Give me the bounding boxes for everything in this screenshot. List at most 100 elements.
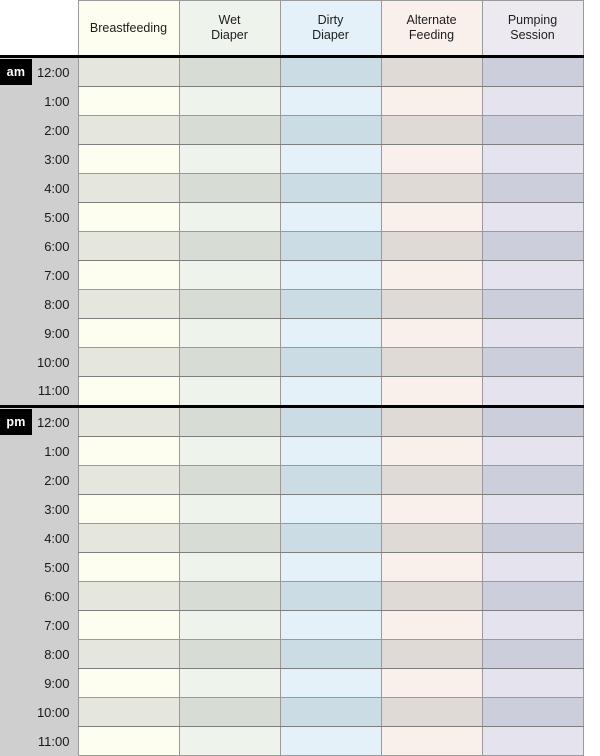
log-cell-dirty_diaper[interactable] bbox=[279, 231, 382, 261]
log-cell-breastfeeding[interactable] bbox=[77, 202, 180, 232]
log-cell-dirty_diaper[interactable] bbox=[279, 697, 382, 727]
log-cell-alternate_feeding[interactable] bbox=[380, 697, 483, 727]
log-cell-breastfeeding[interactable] bbox=[77, 494, 180, 524]
log-cell-breastfeeding[interactable] bbox=[77, 436, 180, 466]
log-cell-alternate_feeding[interactable] bbox=[380, 115, 483, 145]
log-cell-alternate_feeding[interactable] bbox=[380, 523, 483, 553]
log-cell-wet_diaper[interactable] bbox=[178, 465, 281, 495]
log-cell-alternate_feeding[interactable] bbox=[380, 144, 483, 174]
log-cell-breastfeeding[interactable] bbox=[77, 376, 180, 407]
log-cell-breastfeeding[interactable] bbox=[77, 697, 180, 727]
log-cell-breastfeeding[interactable] bbox=[77, 639, 180, 669]
log-cell-alternate_feeding[interactable] bbox=[380, 436, 483, 466]
log-cell-alternate_feeding[interactable] bbox=[380, 376, 483, 407]
log-cell-breastfeeding[interactable] bbox=[77, 115, 180, 145]
log-cell-alternate_feeding[interactable] bbox=[380, 668, 483, 698]
log-cell-breastfeeding[interactable] bbox=[77, 465, 180, 495]
log-cell-wet_diaper[interactable] bbox=[178, 523, 281, 553]
log-cell-wet_diaper[interactable] bbox=[178, 347, 281, 377]
log-cell-wet_diaper[interactable] bbox=[178, 405, 281, 437]
log-cell-wet_diaper[interactable] bbox=[178, 610, 281, 640]
log-cell-dirty_diaper[interactable] bbox=[279, 202, 382, 232]
log-cell-dirty_diaper[interactable] bbox=[279, 494, 382, 524]
log-cell-wet_diaper[interactable] bbox=[178, 639, 281, 669]
log-cell-pumping_session[interactable] bbox=[481, 260, 584, 290]
log-cell-breastfeeding[interactable] bbox=[77, 726, 180, 756]
log-cell-breastfeeding[interactable] bbox=[77, 289, 180, 319]
log-cell-alternate_feeding[interactable] bbox=[380, 610, 483, 640]
log-cell-breastfeeding[interactable] bbox=[77, 523, 180, 553]
log-cell-alternate_feeding[interactable] bbox=[380, 289, 483, 319]
log-cell-alternate_feeding[interactable] bbox=[380, 260, 483, 290]
log-cell-alternate_feeding[interactable] bbox=[380, 726, 483, 756]
log-cell-pumping_session[interactable] bbox=[481, 523, 584, 553]
log-cell-wet_diaper[interactable] bbox=[178, 289, 281, 319]
log-cell-wet_diaper[interactable] bbox=[178, 726, 281, 756]
log-cell-dirty_diaper[interactable] bbox=[279, 173, 382, 203]
log-cell-wet_diaper[interactable] bbox=[178, 202, 281, 232]
log-cell-pumping_session[interactable] bbox=[481, 289, 584, 319]
log-cell-pumping_session[interactable] bbox=[481, 86, 584, 116]
log-cell-alternate_feeding[interactable] bbox=[380, 173, 483, 203]
log-cell-alternate_feeding[interactable] bbox=[380, 318, 483, 348]
log-cell-dirty_diaper[interactable] bbox=[279, 347, 382, 377]
log-cell-breastfeeding[interactable] bbox=[77, 552, 180, 582]
log-cell-alternate_feeding[interactable] bbox=[380, 231, 483, 261]
log-cell-dirty_diaper[interactable] bbox=[279, 144, 382, 174]
log-cell-dirty_diaper[interactable] bbox=[279, 376, 382, 407]
log-cell-dirty_diaper[interactable] bbox=[279, 55, 382, 87]
log-cell-wet_diaper[interactable] bbox=[178, 318, 281, 348]
log-cell-wet_diaper[interactable] bbox=[178, 494, 281, 524]
log-cell-alternate_feeding[interactable] bbox=[380, 55, 483, 87]
log-cell-pumping_session[interactable] bbox=[481, 465, 584, 495]
log-cell-dirty_diaper[interactable] bbox=[279, 318, 382, 348]
log-cell-pumping_session[interactable] bbox=[481, 552, 584, 582]
log-cell-pumping_session[interactable] bbox=[481, 231, 584, 261]
log-cell-wet_diaper[interactable] bbox=[178, 697, 281, 727]
log-cell-dirty_diaper[interactable] bbox=[279, 115, 382, 145]
log-cell-alternate_feeding[interactable] bbox=[380, 639, 483, 669]
log-cell-breastfeeding[interactable] bbox=[77, 581, 180, 611]
log-cell-dirty_diaper[interactable] bbox=[279, 552, 382, 582]
log-cell-alternate_feeding[interactable] bbox=[380, 552, 483, 582]
log-cell-dirty_diaper[interactable] bbox=[279, 86, 382, 116]
log-cell-wet_diaper[interactable] bbox=[178, 436, 281, 466]
log-cell-pumping_session[interactable] bbox=[481, 697, 584, 727]
log-cell-wet_diaper[interactable] bbox=[178, 260, 281, 290]
log-cell-dirty_diaper[interactable] bbox=[279, 260, 382, 290]
log-cell-pumping_session[interactable] bbox=[481, 55, 584, 87]
log-cell-pumping_session[interactable] bbox=[481, 639, 584, 669]
log-cell-alternate_feeding[interactable] bbox=[380, 347, 483, 377]
log-cell-alternate_feeding[interactable] bbox=[380, 465, 483, 495]
log-cell-dirty_diaper[interactable] bbox=[279, 523, 382, 553]
log-cell-pumping_session[interactable] bbox=[481, 144, 584, 174]
log-cell-breastfeeding[interactable] bbox=[77, 260, 180, 290]
log-cell-pumping_session[interactable] bbox=[481, 173, 584, 203]
log-cell-dirty_diaper[interactable] bbox=[279, 405, 382, 437]
log-cell-dirty_diaper[interactable] bbox=[279, 465, 382, 495]
log-cell-pumping_session[interactable] bbox=[481, 347, 584, 377]
log-cell-alternate_feeding[interactable] bbox=[380, 202, 483, 232]
log-cell-breastfeeding[interactable] bbox=[77, 318, 180, 348]
log-cell-pumping_session[interactable] bbox=[481, 726, 584, 756]
log-cell-alternate_feeding[interactable] bbox=[380, 405, 483, 437]
log-cell-wet_diaper[interactable] bbox=[178, 668, 281, 698]
log-cell-wet_diaper[interactable] bbox=[178, 115, 281, 145]
log-cell-dirty_diaper[interactable] bbox=[279, 610, 382, 640]
log-cell-breastfeeding[interactable] bbox=[77, 86, 180, 116]
log-cell-pumping_session[interactable] bbox=[481, 115, 584, 145]
log-cell-pumping_session[interactable] bbox=[481, 436, 584, 466]
log-cell-alternate_feeding[interactable] bbox=[380, 494, 483, 524]
log-cell-pumping_session[interactable] bbox=[481, 202, 584, 232]
log-cell-pumping_session[interactable] bbox=[481, 668, 584, 698]
log-cell-wet_diaper[interactable] bbox=[178, 86, 281, 116]
log-cell-dirty_diaper[interactable] bbox=[279, 726, 382, 756]
log-cell-pumping_session[interactable] bbox=[481, 405, 584, 437]
log-cell-wet_diaper[interactable] bbox=[178, 552, 281, 582]
log-cell-breastfeeding[interactable] bbox=[77, 347, 180, 377]
log-cell-breastfeeding[interactable] bbox=[77, 668, 180, 698]
log-cell-pumping_session[interactable] bbox=[481, 494, 584, 524]
log-cell-wet_diaper[interactable] bbox=[178, 55, 281, 87]
log-cell-wet_diaper[interactable] bbox=[178, 231, 281, 261]
log-cell-wet_diaper[interactable] bbox=[178, 173, 281, 203]
